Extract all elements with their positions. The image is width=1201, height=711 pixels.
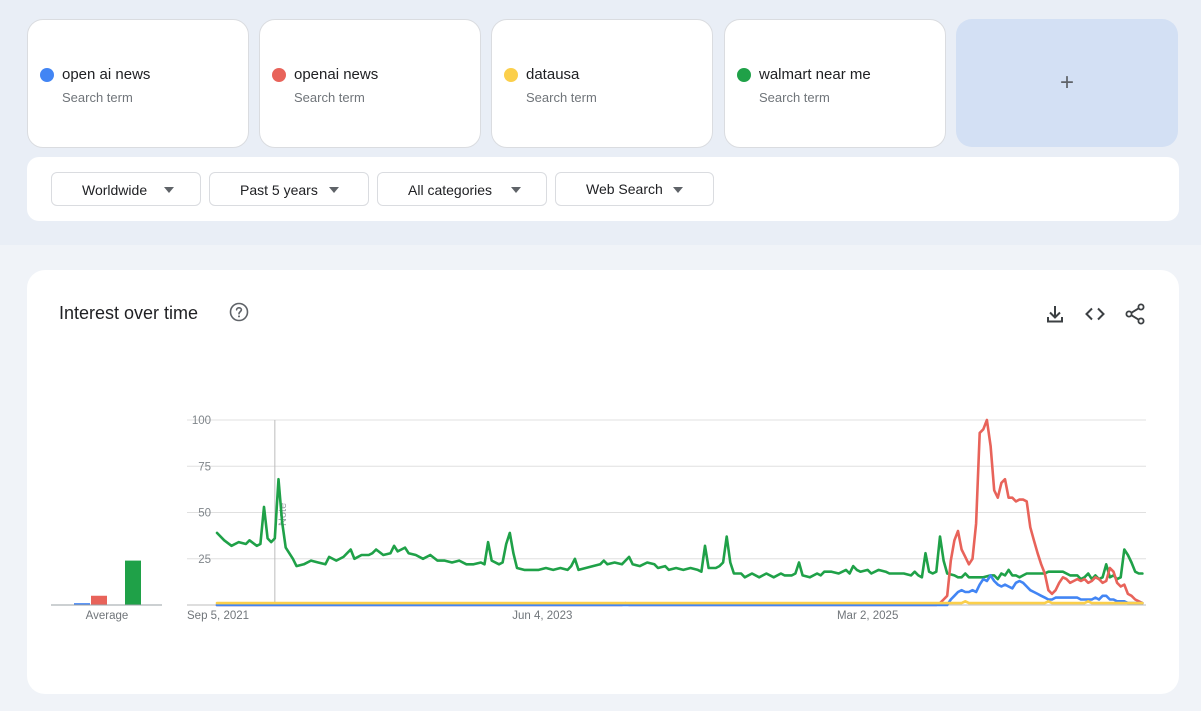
help-circle-icon[interactable] xyxy=(229,302,249,322)
category-filter-dropdown[interactable]: All categories xyxy=(377,172,547,206)
share-icon[interactable] xyxy=(1123,302,1147,326)
add-term-button[interactable]: + xyxy=(956,19,1178,147)
search-term-name: openai news xyxy=(294,66,379,83)
series-color-dot xyxy=(40,68,54,82)
search-term-card[interactable]: open ai news Search term xyxy=(27,19,249,148)
region-filter-label: Worldwide xyxy=(82,182,148,198)
series-color-dot xyxy=(737,68,751,82)
chevron-down-icon xyxy=(511,187,521,193)
series-color-dot xyxy=(272,68,286,82)
filter-bar: Worldwide Past 5 years All categories We… xyxy=(27,157,1179,221)
search-term-card[interactable]: walmart near me Search term xyxy=(724,19,946,148)
panel-title: Interest over time xyxy=(59,303,199,323)
search-term-name: walmart near me xyxy=(759,66,871,83)
download-icon[interactable] xyxy=(1043,302,1067,326)
chevron-down-icon xyxy=(673,187,683,193)
search-term-card[interactable]: openai news Search term xyxy=(259,19,481,148)
search-term-subtitle: Search term xyxy=(759,90,830,105)
series-color-dot xyxy=(504,68,518,82)
search-term-name: open ai news xyxy=(62,66,151,83)
chevron-down-icon xyxy=(164,187,174,193)
chevron-down-icon xyxy=(329,187,339,193)
search-term-subtitle: Search term xyxy=(62,90,133,105)
search-type-filter-dropdown[interactable]: Web Search xyxy=(555,172,714,206)
time-range-filter-dropdown[interactable]: Past 5 years xyxy=(209,172,369,206)
category-filter-label: All categories xyxy=(408,182,493,198)
search-term-subtitle: Search term xyxy=(526,90,597,105)
search-term-card[interactable]: datausa Search term xyxy=(491,19,713,148)
plus-icon: + xyxy=(1059,69,1074,96)
embed-code-icon[interactable] xyxy=(1083,302,1107,326)
region-filter-dropdown[interactable]: Worldwide xyxy=(51,172,201,206)
search-term-name: datausa xyxy=(526,66,580,83)
interest-over-time-panel: Interest over time xyxy=(27,270,1179,694)
search-term-subtitle: Search term xyxy=(294,90,365,105)
time-range-filter-label: Past 5 years xyxy=(240,182,318,198)
search-type-filter-label: Web Search xyxy=(586,181,663,197)
